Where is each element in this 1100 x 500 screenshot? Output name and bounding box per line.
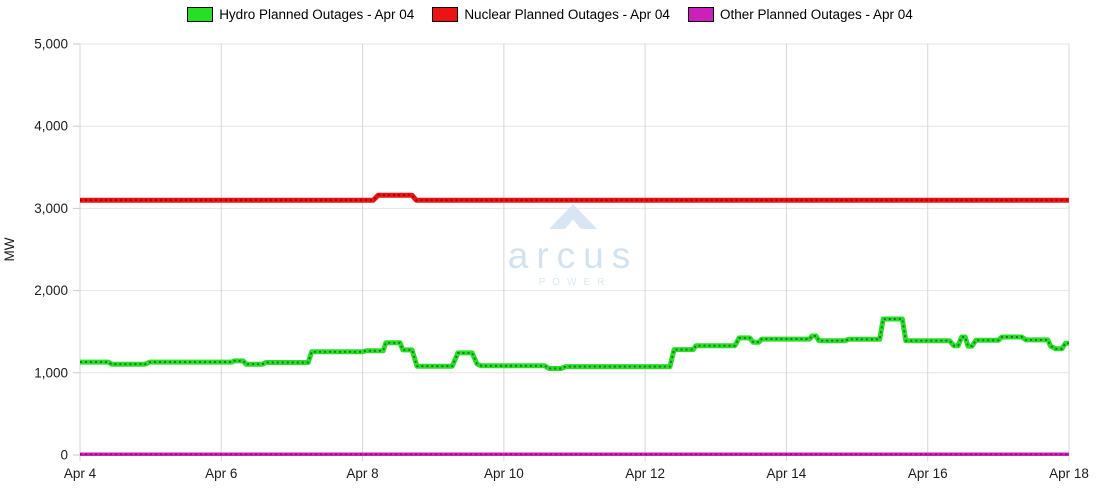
- series-line-hydro[interactable]: [80, 316, 1069, 371]
- gridlines: [73, 43, 1070, 461]
- y-tick-label: 3,000: [34, 201, 68, 216]
- y-tick-label: 4,000: [34, 119, 68, 134]
- y-axis-title: MW: [2, 237, 17, 261]
- x-tick-label: Apr 12: [625, 466, 665, 481]
- series-line-nuclear[interactable]: [80, 192, 1069, 203]
- y-tick-label: 2,000: [34, 283, 68, 298]
- y-tick-label: 1,000: [34, 365, 68, 380]
- axis-labels: 0 1,000 2,000 3,000 4,000 5,000 Apr 4 Apr 6 Apr …: [2, 37, 1089, 482]
- legend-item-other[interactable]: Other Planned Outages - Apr 04: [687, 7, 913, 22]
- arcus-logo-icon: [549, 204, 597, 229]
- x-tick-label: Apr 14: [767, 466, 807, 481]
- y-tick-label: 5,000: [34, 37, 68, 52]
- x-tick-label: Apr 6: [205, 466, 237, 481]
- watermark-brand: arcus: [507, 235, 639, 276]
- x-tick-label: Apr 16: [908, 466, 948, 481]
- hydro-legend-swatch-icon: [187, 7, 214, 22]
- x-tick-label: Apr 18: [1049, 466, 1089, 481]
- legend-label-hydro: Hydro Planned Outages - Apr 04: [219, 7, 415, 22]
- series-line-hydro-dots: [80, 318, 1069, 370]
- legend-label-other: Other Planned Outages - Apr 04: [719, 7, 913, 22]
- series: [80, 192, 1069, 456]
- watermark: arcus POWER: [498, 203, 648, 288]
- x-tick-label: Apr 4: [64, 466, 97, 481]
- legend-item-hydro[interactable]: Hydro Planned Outages - Apr 04: [187, 7, 414, 22]
- other-legend-swatch-icon: [687, 7, 714, 22]
- legend-item-nuclear[interactable]: Nuclear Planned Outages - Apr 04: [432, 7, 670, 22]
- x-tick-label: Apr 10: [484, 466, 524, 481]
- legend: Hydro Planned Outages - Apr 04 Nuclear P…: [0, 7, 1100, 22]
- legend-label-nuclear: Nuclear Planned Outages - Apr 04: [464, 7, 670, 22]
- watermark-sub: POWER: [538, 277, 612, 288]
- nuclear-legend-swatch-icon: [432, 7, 459, 22]
- y-tick-label: 0: [60, 448, 68, 463]
- x-tick-label: Apr 8: [346, 466, 378, 481]
